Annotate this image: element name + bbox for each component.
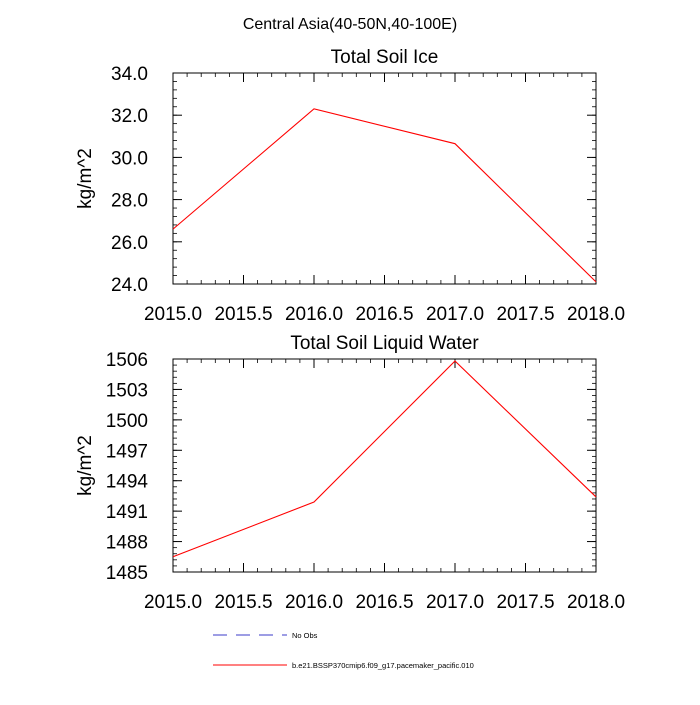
panel-total-soil-ice: Total Soil Ice kg/m^2 2015.0 2015.5 2016.0 20…	[75, 47, 625, 325]
x-tick-label: 2016.5	[355, 592, 413, 613]
series-line	[172, 360, 597, 558]
panel-title: Total Soil Liquid Water	[290, 333, 479, 354]
y-axis-label: kg/m^2	[75, 148, 96, 209]
series-line	[172, 108, 597, 283]
panel-title: Total Soil Ice	[331, 47, 439, 68]
x-tick-label: 2017.0	[426, 304, 484, 325]
x-tick-label: 2016.0	[285, 592, 343, 613]
x-tick-label: 2017.5	[496, 592, 554, 613]
x-tick-label: 2018.0	[567, 304, 625, 325]
y-tick-label: 34.0	[111, 64, 148, 85]
figure-title: Central Asia(40-50N,40-100E)	[243, 16, 457, 33]
y-tick-label: 26.0	[111, 233, 148, 254]
y-tick-label: 1503	[106, 380, 148, 401]
x-tick-label: 2015.5	[214, 592, 272, 613]
y-tick-label: 1488	[106, 533, 148, 554]
plot-frame	[172, 358, 597, 573]
y-tick-label: 1506	[106, 350, 148, 371]
y-tick-label: 24.0	[111, 275, 148, 296]
x-tick-label: 2016.0	[285, 304, 343, 325]
x-tick-label: 2015.0	[144, 304, 202, 325]
y-tick-label: 28.0	[111, 191, 148, 212]
x-tick-label: 2017.0	[426, 592, 484, 613]
y-tick-label: 1500	[106, 411, 148, 432]
y-tick-label: 1491	[106, 502, 148, 523]
y-tick-label: 30.0	[111, 148, 148, 169]
x-tick-label: 2015.0	[144, 592, 202, 613]
y-tick-label: 1494	[106, 472, 149, 493]
legend: No Obs b.e21.BSSP370cmip6.f09_g17.pacemak…	[213, 631, 474, 670]
y-tick-label: 32.0	[111, 106, 148, 127]
plot-frame	[172, 72, 597, 285]
x-tick-label: 2017.5	[496, 304, 554, 325]
legend-label: b.e21.BSSP370cmip6.f09_g17.pacemaker_pac…	[292, 661, 474, 670]
panel-total-soil-liquid-water: Total Soil Liquid Water kg/m^2 2015.0 2015.…	[75, 333, 625, 613]
x-tick-label: 2018.0	[567, 592, 625, 613]
y-axis-label: kg/m^2	[75, 435, 96, 496]
x-tick-label: 2015.5	[214, 304, 272, 325]
x-tick-label: 2016.5	[355, 304, 413, 325]
y-tick-label: 1497	[106, 441, 148, 462]
y-tick-label: 1485	[106, 563, 148, 584]
legend-label: No Obs	[292, 631, 318, 640]
